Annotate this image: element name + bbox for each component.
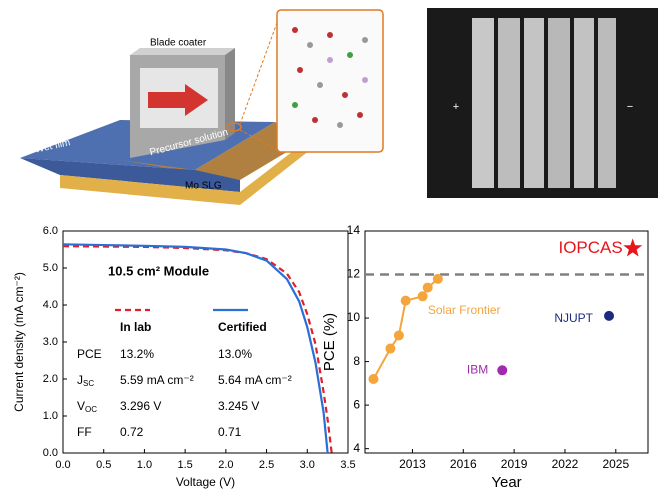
row-label-main: V [77, 399, 85, 413]
x-tick-label: 1.5 [177, 459, 192, 471]
table-header: In lab [120, 320, 151, 334]
y-axis-label: Current density (mA cm⁻²) [12, 272, 26, 412]
y-tick-label: 4.0 [43, 299, 58, 311]
y-tick-label: 12 [347, 267, 361, 281]
el-stripe [574, 18, 594, 188]
blade-edge [225, 48, 235, 140]
row-label: JSC [77, 373, 94, 388]
row-label-main: PCE [77, 347, 102, 361]
jv-curve [62, 243, 329, 454]
data-point [497, 365, 508, 376]
y-tick-label: 6 [353, 397, 360, 411]
plot-frame [364, 230, 649, 454]
table-cell: 3.245 V [218, 399, 259, 413]
y-tick-label: 4 [353, 441, 360, 455]
table-cell: 5.64 mA cm⁻² [218, 373, 292, 387]
table-cell: 0.71 [218, 425, 242, 439]
table-cell: 3.296 V [120, 399, 161, 413]
y-tick-label: 5.0 [43, 262, 58, 274]
blade-label: Blade coater [150, 38, 207, 49]
el-image: + − [427, 8, 658, 198]
data-point [368, 374, 379, 384]
series-label: IOPCAS [558, 238, 622, 257]
substrate-top [120, 122, 310, 180]
x-tick-label: 3.5 [340, 459, 355, 471]
x-tick-label: 2016 [450, 457, 477, 471]
row-label-sub: OC [85, 405, 97, 414]
x-tick-label: 2025 [602, 457, 629, 471]
star-point [623, 238, 643, 257]
series-label: IBM [467, 362, 488, 376]
film-edge [20, 158, 240, 192]
coating-illustration: Blade coater Wet film Precursor solution… [20, 9, 384, 205]
plus-label: + [453, 101, 459, 113]
row-label-main: J [77, 373, 83, 387]
el-stripe [548, 18, 570, 188]
substrate-label: Mo SLG [185, 181, 222, 192]
x-tick-label: 0.0 [55, 459, 70, 471]
y-tick-label: 0.0 [43, 447, 58, 459]
x-tick-label: 2019 [501, 457, 528, 471]
y-tick-label: 14 [347, 223, 361, 237]
data-point [385, 343, 396, 354]
data-point [400, 295, 411, 306]
data-point [422, 282, 433, 293]
molecules [292, 27, 368, 128]
data-point [393, 330, 404, 341]
row-label-sub: SC [83, 379, 94, 388]
el-stripe [524, 18, 544, 188]
table-cell: 13.0% [218, 347, 252, 361]
table-header: Certified [218, 320, 267, 334]
series-line [372, 278, 439, 380]
zoom-spot [226, 122, 242, 132]
blade-top [130, 48, 235, 55]
table-cell: 0.72 [120, 425, 144, 439]
el-stripe [498, 18, 520, 188]
x-axis-label: Voltage (V) [176, 475, 235, 489]
module-label: 10.5 cm² Module [108, 263, 209, 278]
data-point [604, 310, 615, 321]
zoom-line [239, 129, 279, 151]
row-label-main: FF [77, 425, 92, 439]
x-tick-label: 3.0 [300, 459, 315, 471]
data-point [417, 291, 428, 302]
data-point [432, 273, 443, 284]
el-stripe [472, 18, 494, 188]
y-tick-label: 1.0 [43, 410, 58, 422]
minus-label: − [627, 101, 633, 113]
x-tick-label: 2022 [552, 457, 579, 471]
x-tick-label: 2.0 [218, 459, 233, 471]
zoom-box [276, 9, 384, 153]
table-cell: 13.2% [120, 347, 154, 361]
row-label: VOC [77, 399, 97, 414]
el-stripe [598, 18, 616, 188]
x-tick-label: 1.0 [137, 459, 152, 471]
row-label: FF [77, 425, 92, 439]
x-axis-label: Year [491, 474, 521, 491]
zoom-line [239, 19, 279, 125]
row-label: PCE [77, 347, 102, 361]
series-label: NJUPT [554, 311, 593, 325]
arrow [148, 84, 208, 116]
y-tick-label: 10 [347, 310, 361, 324]
x-tick-label: 0.5 [96, 459, 111, 471]
y-tick-label: 8 [353, 354, 360, 368]
y-axis-label: PCE (%) [321, 313, 338, 371]
table-cell: 5.59 mA cm⁻² [120, 373, 194, 387]
y-tick-label: 6.0 [43, 225, 58, 237]
substrate-edge [60, 138, 310, 205]
x-tick-label: 2013 [399, 457, 426, 471]
x-tick-label: 2.5 [259, 459, 274, 471]
y-tick-label: 2.0 [43, 373, 58, 385]
series-label: Solar Frontier [428, 303, 501, 317]
y-tick-label: 3.0 [43, 336, 58, 348]
